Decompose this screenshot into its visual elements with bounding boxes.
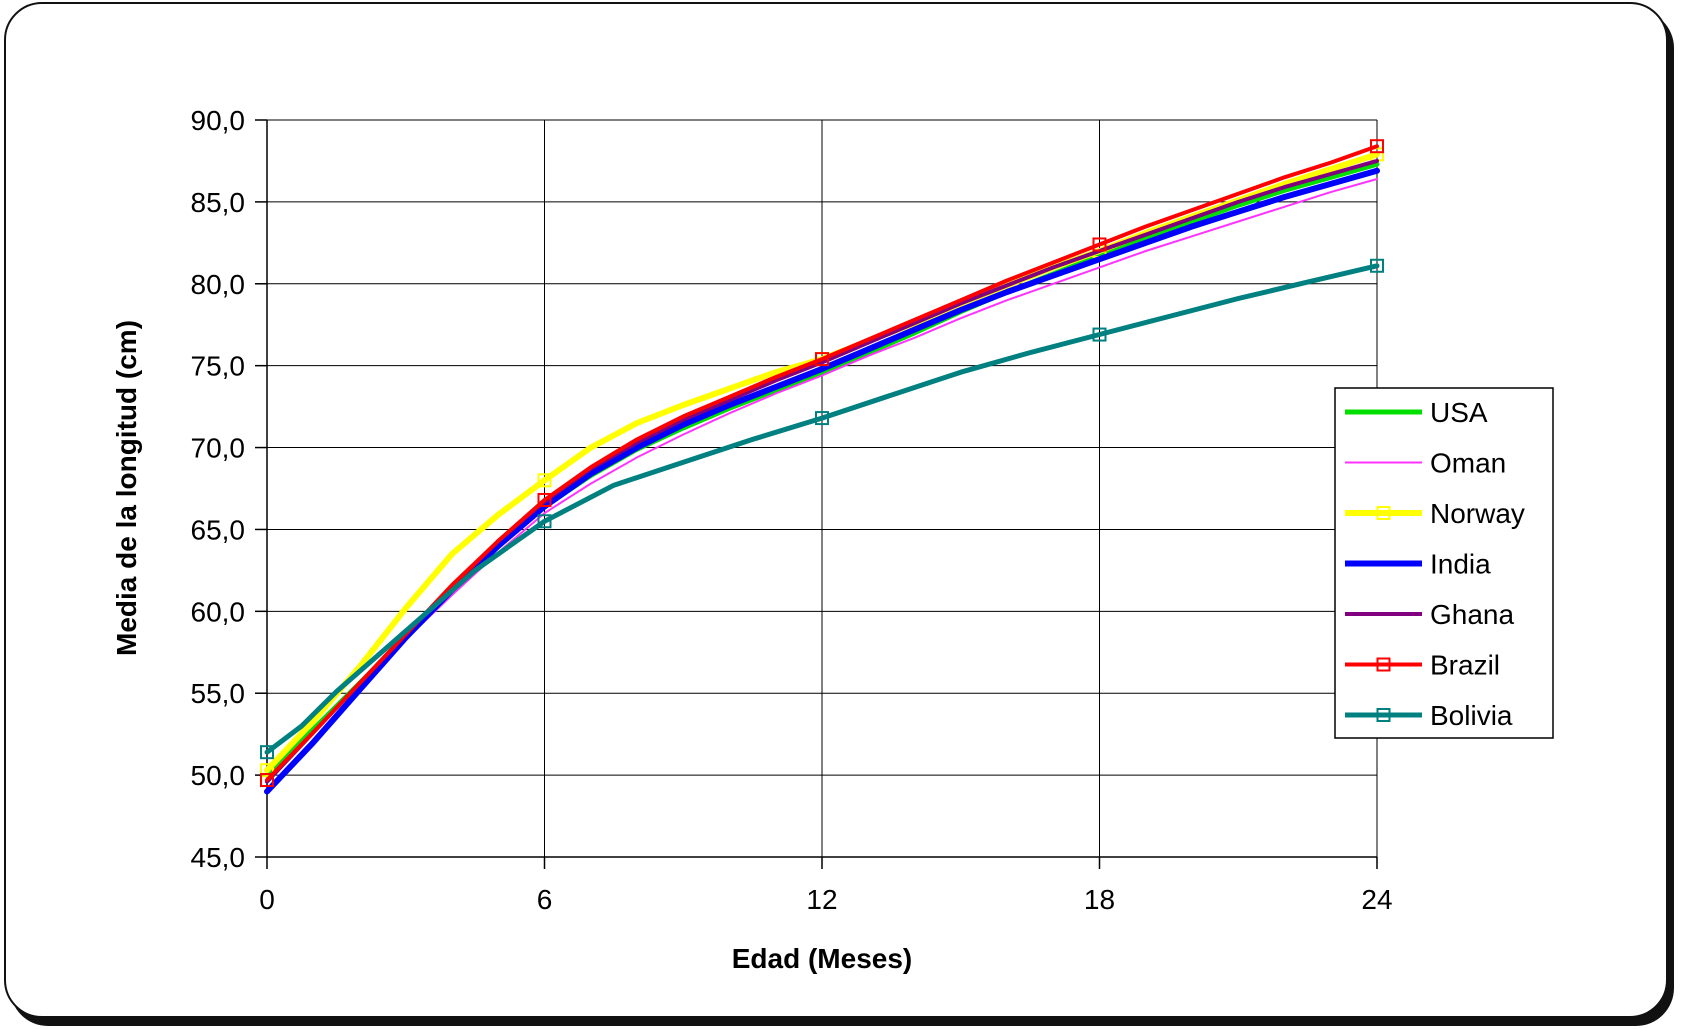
axes [255, 119, 1378, 869]
marker-bolivia [1370, 258, 1384, 273]
marker-bolivia [1092, 327, 1107, 342]
x-tick-label: 18 [1084, 884, 1115, 915]
legend-label-usa: USA [1430, 397, 1488, 428]
legend-label-india: India [1430, 549, 1491, 580]
marker-brazil [537, 492, 552, 507]
legend-marker-norway [1376, 506, 1391, 520]
x-tick-label: 24 [1361, 884, 1392, 915]
legend-marker-brazil [1376, 657, 1391, 672]
y-tick-label: 55,0 [191, 678, 246, 709]
y-axis-label: Media de la longitud (cm) [111, 320, 142, 656]
series-line-bolivia [264, 263, 1380, 755]
series-line-oman [266, 178, 1378, 780]
y-tick-label: 70,0 [191, 433, 246, 464]
series-line-brazil [265, 144, 1379, 782]
legend: USA Oman Norway India Ghana Brazil Bolivia [1334, 387, 1554, 739]
legend-label-brazil: Brazil [1430, 650, 1500, 681]
legend-label-bolivia: Bolivia [1430, 700, 1513, 731]
y-tick-label: 60,0 [191, 596, 246, 627]
marker-bolivia [537, 514, 552, 529]
y-tick-label: 90,0 [191, 105, 246, 136]
marker-brazil [1370, 139, 1384, 154]
legend-label-ghana: Ghana [1430, 599, 1514, 630]
marker-norway [260, 763, 274, 778]
marker-bolivia [260, 745, 274, 760]
x-axis-label: Edad (Meses) [732, 943, 913, 974]
y-tick-label: 45,0 [191, 842, 246, 873]
y-tick-label: 75,0 [191, 351, 246, 382]
marker-brazil [815, 352, 829, 367]
x-tick-label: 0 [259, 884, 275, 915]
marker-brazil [260, 773, 274, 788]
legend-label-oman: Oman [1430, 448, 1506, 479]
legend-marker-bolivia [1376, 708, 1391, 722]
y-tick-label: 65,0 [191, 514, 246, 545]
marker-bolivia [815, 411, 829, 426]
legend-label-norway: Norway [1430, 498, 1525, 529]
marker-norway [537, 473, 552, 488]
y-tick-labels: 45,0 50,0 55,0 60,0 65,0 70,0 75,0 80,0 85,0 90,0 [191, 105, 246, 873]
x-tick-labels: 0 6 12 18 24 [259, 884, 1392, 915]
y-tick-label: 50,0 [191, 760, 246, 791]
x-tick-label: 6 [537, 884, 553, 915]
y-tick-label: 80,0 [191, 269, 246, 300]
marker-brazil [1092, 237, 1107, 252]
series-lines [260, 139, 1384, 795]
x-tick-label: 12 [806, 884, 837, 915]
y-tick-label: 85,0 [191, 187, 246, 218]
